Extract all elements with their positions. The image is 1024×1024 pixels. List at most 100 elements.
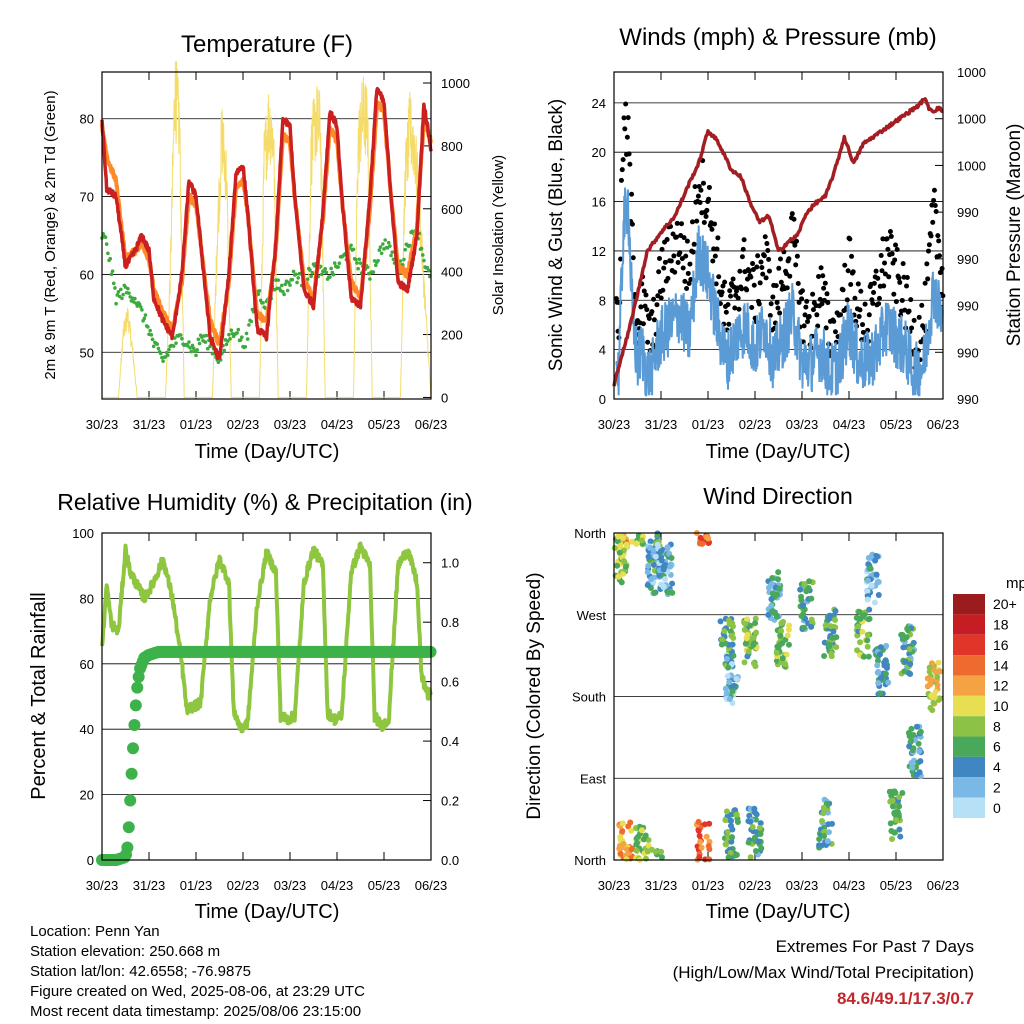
dewpoint-point — [203, 340, 208, 344]
gust-point — [761, 253, 767, 259]
gust-point — [662, 259, 668, 265]
gust-point — [891, 291, 897, 297]
gust-point — [862, 301, 868, 307]
dewpoint-point — [143, 313, 148, 317]
direction-point — [876, 690, 883, 697]
gust-point — [926, 242, 932, 248]
temperature-panel: Temperature (F) Time (Day/UTC) 2m & 9m T… — [42, 31, 507, 463]
gust-point — [882, 260, 888, 266]
direction-point — [730, 682, 737, 689]
gust-point — [789, 211, 795, 217]
dewpoint-point — [151, 344, 156, 349]
direction-point — [752, 848, 759, 855]
dewpoint-point — [337, 261, 342, 266]
gust-point — [680, 265, 686, 271]
winds-panel: Winds (mph) & Pressure (mb) Time (Day/UT… — [546, 24, 1024, 463]
gust-point — [673, 234, 679, 240]
gust-point — [814, 312, 820, 318]
gust-point — [629, 221, 635, 227]
direction-point — [930, 700, 937, 707]
precip-point — [125, 767, 138, 780]
direction-point — [645, 562, 652, 569]
dewpoint-point — [146, 325, 150, 329]
gust-point — [937, 270, 943, 276]
gust-point — [936, 238, 942, 244]
dewpoint-point — [355, 261, 359, 265]
direction-point — [633, 540, 640, 547]
dewpoint-point — [224, 342, 229, 347]
direction-point — [907, 671, 914, 678]
dewpoint-point — [332, 261, 337, 265]
direction-point — [785, 626, 792, 633]
dewpoint-point — [391, 257, 396, 262]
gust-point — [755, 253, 761, 259]
gust-point — [622, 126, 628, 132]
x-tick-label: 03/23 — [274, 417, 307, 432]
direction-point — [874, 657, 881, 664]
direction-point — [726, 696, 733, 703]
legend-swatch — [953, 797, 985, 818]
dewpoint-point — [142, 316, 147, 321]
direction-point — [723, 841, 730, 848]
direction-point — [785, 641, 792, 648]
direction-point — [917, 758, 924, 765]
dewpoint-point — [365, 265, 370, 269]
direction-point — [756, 824, 763, 831]
gust-point — [795, 281, 801, 287]
direction-point — [868, 582, 875, 589]
direction-point — [642, 832, 649, 839]
gust-point — [741, 237, 747, 243]
gust-point — [776, 265, 782, 271]
dewpoint-point — [283, 282, 288, 287]
gust-point — [786, 256, 792, 262]
x-tick-label: 03/23 — [274, 878, 307, 893]
direction-point — [774, 643, 781, 650]
dewpoint-point — [191, 346, 196, 351]
dewpoint-point — [245, 337, 250, 341]
precip-point — [122, 821, 135, 834]
direction-point — [722, 817, 729, 824]
gust-point — [759, 265, 765, 271]
gust-point — [646, 316, 652, 322]
direction-point — [882, 670, 889, 677]
gust-point — [715, 235, 721, 241]
gust-point — [739, 254, 745, 260]
gust-point — [763, 275, 769, 281]
direction-point — [881, 662, 888, 669]
direction-point — [801, 624, 808, 631]
dewpoint-point — [116, 290, 121, 294]
gust-point — [777, 256, 783, 262]
direction-point — [728, 817, 735, 824]
gust-point — [856, 314, 862, 320]
gust-point — [882, 271, 888, 277]
gust-point — [638, 304, 644, 310]
direction-point — [664, 544, 671, 551]
gust-point — [886, 274, 892, 280]
direction-point — [819, 818, 826, 825]
gust-point — [787, 273, 793, 279]
gust-point — [896, 275, 902, 281]
direction-point — [645, 842, 652, 849]
gust-point — [613, 296, 619, 302]
direction-point — [913, 723, 920, 730]
direction-point — [733, 676, 740, 683]
direction-point — [727, 822, 734, 829]
y-tick-label: 20 — [592, 145, 606, 160]
x-tick-label: 01/23 — [180, 417, 213, 432]
direction-point — [634, 840, 641, 847]
direction-point — [797, 586, 804, 593]
gust-point — [692, 184, 698, 190]
gust-point — [770, 294, 776, 300]
wind-direction-xlabel: Time (Day/UTC) — [706, 901, 851, 923]
direction-point — [633, 847, 640, 854]
gust-point — [906, 308, 912, 314]
legend-label: 0 — [993, 800, 1001, 816]
x-tick-label: 02/23 — [739, 417, 772, 432]
gust-point — [737, 268, 743, 274]
direction-point — [747, 818, 754, 825]
dewpoint-point — [158, 351, 163, 356]
direction-point — [660, 566, 667, 573]
recent-timestamp: Most recent data timestamp: 2025/08/06 2… — [30, 1003, 362, 1020]
y-tick-label: 50 — [80, 345, 94, 360]
direction-point — [822, 622, 829, 629]
